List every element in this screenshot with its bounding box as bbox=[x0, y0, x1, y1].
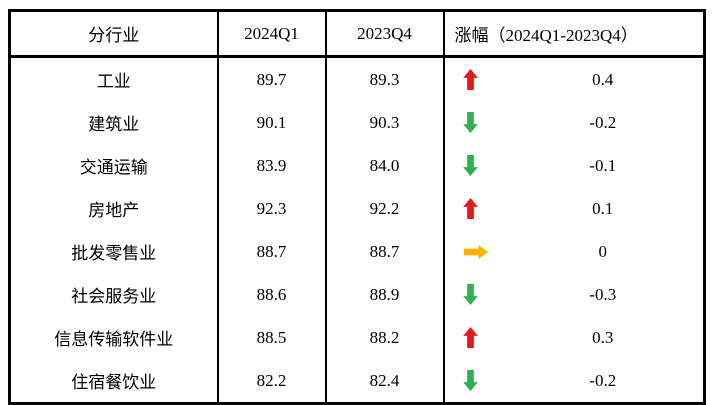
value-2024q1-cell: 82.2 bbox=[216, 359, 326, 404]
table-row: 批发零售业 88.7 88.7 0 bbox=[10, 230, 705, 273]
value-2023q4-cell: 88.7 bbox=[324, 230, 444, 273]
table-row: 信息传输软件业 88.5 88.2 0.3 bbox=[10, 316, 705, 359]
change-cell: 0 bbox=[442, 230, 705, 273]
industry-index-table: 分行业 2024Q1 2023Q4 涨幅（2024Q1-2023Q4） 工业 8… bbox=[8, 9, 706, 405]
change-cell: 0.3 bbox=[442, 316, 705, 359]
change-cell-content: -0.3 bbox=[445, 273, 704, 316]
change-cell-content: 0.3 bbox=[445, 316, 704, 359]
change-cell-content: 0 bbox=[445, 230, 704, 273]
change-cell-content: -0.2 bbox=[445, 359, 704, 402]
change-cell-content: -0.2 bbox=[445, 101, 704, 144]
value-2023q4-cell: 90.3 bbox=[324, 101, 444, 144]
value-2023q4-cell: 84.0 bbox=[324, 144, 444, 187]
change-value: 0.3 bbox=[592, 327, 614, 347]
industry-cell: 房地产 bbox=[88, 201, 140, 220]
change-cell-content: 0.1 bbox=[445, 187, 704, 230]
header-cell-industry: 分行业 bbox=[9, 10, 218, 58]
table-body: 工业 89.7 89.3 0.4 建筑业 90.1 90.3 -0.2 交通运输… bbox=[10, 56, 705, 404]
header-cell-2023q4: 2023Q4 bbox=[324, 10, 444, 58]
up-arrow-icon bbox=[445, 69, 503, 90]
industry-cell: 信息传输软件业 bbox=[54, 330, 174, 349]
down-arrow-icon bbox=[445, 155, 503, 176]
up-arrow-icon bbox=[445, 198, 503, 219]
right-arrow-icon bbox=[445, 244, 503, 259]
value-2023q4-cell: 88.2 bbox=[324, 316, 444, 359]
industry-cell: 批发零售业 bbox=[71, 244, 157, 263]
header-cell-2024q1: 2024Q1 bbox=[216, 10, 326, 58]
change-cell: 0.4 bbox=[442, 56, 705, 101]
table-row: 房地产 92.3 92.2 0.1 bbox=[10, 187, 705, 230]
value-2024q1-cell: 89.7 bbox=[216, 56, 326, 101]
down-arrow-icon bbox=[445, 284, 503, 305]
industry-cell: 工业 bbox=[96, 72, 131, 91]
value-2024q1-cell: 83.9 bbox=[216, 144, 326, 187]
change-value: 0.4 bbox=[592, 69, 614, 89]
value-2024q1-cell: 92.3 bbox=[216, 187, 326, 230]
change-cell: -0.1 bbox=[442, 144, 705, 187]
table-header-row: 分行业 2024Q1 2023Q4 涨幅（2024Q1-2023Q4） bbox=[9, 10, 705, 58]
value-2023q4-cell: 92.2 bbox=[324, 187, 444, 230]
value-2024q1-cell: 88.5 bbox=[216, 316, 326, 359]
change-cell: -0.2 bbox=[442, 359, 705, 404]
change-value: -0.3 bbox=[589, 284, 617, 304]
value-2023q4-cell: 88.9 bbox=[324, 273, 444, 316]
table-header: 分行业 2024Q1 2023Q4 涨幅（2024Q1-2023Q4） bbox=[9, 10, 705, 58]
change-cell-content: -0.1 bbox=[445, 144, 704, 187]
table-row: 交通运输 83.9 84.0 -0.1 bbox=[10, 144, 705, 187]
change-cell: 0.1 bbox=[442, 187, 705, 230]
table-row: 住宿餐饮业 82.2 82.4 -0.2 bbox=[10, 359, 705, 404]
value-2023q4-cell: 82.4 bbox=[324, 359, 444, 404]
value-2024q1-cell: 88.7 bbox=[216, 230, 326, 273]
up-arrow-icon bbox=[445, 327, 503, 348]
change-value: -0.2 bbox=[589, 112, 617, 132]
change-value: -0.2 bbox=[589, 370, 617, 390]
change-cell-content: 0.4 bbox=[445, 58, 704, 101]
change-cell: -0.3 bbox=[442, 273, 705, 316]
table-row: 建筑业 90.1 90.3 -0.2 bbox=[10, 101, 705, 144]
change-cell: -0.2 bbox=[442, 101, 705, 144]
industry-index-table-wrap: 分行业 2024Q1 2023Q4 涨幅（2024Q1-2023Q4） 工业 8… bbox=[8, 9, 706, 405]
industry-cell: 住宿餐饮业 bbox=[71, 373, 157, 392]
down-arrow-icon bbox=[445, 112, 503, 133]
industry-cell: 建筑业 bbox=[88, 115, 140, 134]
industry-cell: 社会服务业 bbox=[71, 287, 157, 306]
down-arrow-icon bbox=[445, 370, 503, 391]
header-cell-change: 涨幅（2024Q1-2023Q4） bbox=[442, 10, 705, 58]
change-value: 0 bbox=[598, 241, 608, 261]
value-2024q1-cell: 90.1 bbox=[216, 101, 326, 144]
value-2024q1-cell: 88.6 bbox=[216, 273, 326, 316]
change-value: 0.1 bbox=[592, 198, 614, 218]
value-2023q4-cell: 89.3 bbox=[324, 56, 444, 101]
table-row: 社会服务业 88.6 88.9 -0.3 bbox=[10, 273, 705, 316]
change-value: -0.1 bbox=[589, 155, 617, 175]
table-row: 工业 89.7 89.3 0.4 bbox=[10, 56, 705, 101]
industry-cell: 交通运输 bbox=[79, 158, 148, 177]
